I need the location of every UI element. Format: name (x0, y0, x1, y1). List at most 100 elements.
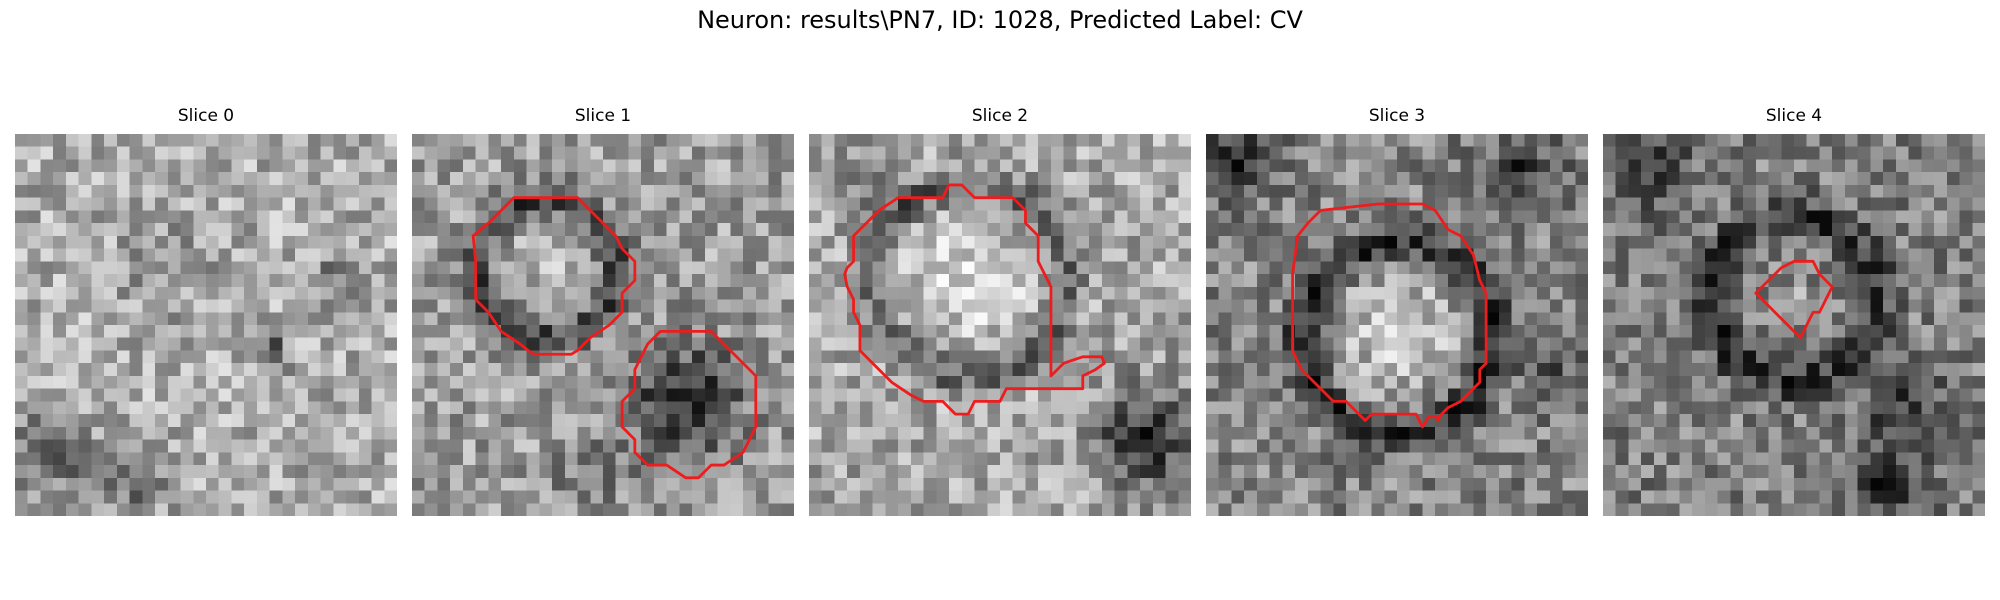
pixel (615, 146, 629, 160)
pixel (1615, 286, 1629, 300)
pixel (475, 261, 489, 275)
pixel (1307, 134, 1321, 147)
pixel (475, 350, 489, 364)
pixel (974, 503, 988, 516)
pixel (1025, 439, 1039, 453)
pixel (91, 325, 105, 338)
pixel (539, 184, 553, 198)
pixel (1730, 401, 1744, 415)
pixel (564, 223, 578, 237)
pixel (859, 477, 873, 491)
pixel (1562, 503, 1576, 516)
pixel (949, 274, 963, 288)
pixel (129, 375, 143, 389)
pixel (424, 235, 438, 249)
pixel (768, 363, 782, 377)
pixel (1409, 210, 1423, 224)
pixel (15, 439, 28, 453)
pixel (462, 325, 476, 338)
pixel (53, 146, 67, 160)
pixel (564, 197, 578, 211)
pixel (295, 388, 309, 402)
pixel (1218, 452, 1232, 466)
pixel (129, 490, 143, 504)
pixel (526, 248, 540, 262)
pixel (1704, 439, 1718, 453)
pixel (1908, 465, 1922, 479)
pixel (1730, 261, 1744, 275)
pixel (15, 350, 28, 364)
pixel (1244, 350, 1258, 364)
pixel (91, 426, 105, 440)
pixel (1152, 197, 1166, 211)
pixel (653, 223, 667, 237)
pixel (244, 235, 258, 249)
pixel (1025, 388, 1039, 402)
pixel (872, 286, 886, 300)
pixel (1320, 248, 1334, 262)
pixel (1641, 159, 1655, 173)
pixel (501, 210, 515, 224)
pixel (295, 363, 309, 377)
pixel (1371, 477, 1385, 491)
pixel (1218, 337, 1232, 351)
pixel (15, 414, 28, 428)
pixel (539, 477, 553, 491)
pixel (949, 184, 963, 198)
pixel (1244, 146, 1258, 160)
pixel (1692, 146, 1706, 160)
pixel (1384, 210, 1398, 224)
pixel (206, 197, 219, 211)
pixel (1717, 325, 1731, 338)
pixel (155, 210, 169, 224)
pixel (1743, 363, 1757, 377)
pixel (834, 388, 848, 402)
pixel (501, 350, 515, 364)
pixel (346, 477, 360, 491)
pixel (1295, 146, 1309, 160)
pixel (898, 490, 912, 504)
pixel (1934, 477, 1948, 491)
pixel (424, 439, 438, 453)
pixel (974, 134, 988, 147)
pixel (1972, 235, 1985, 249)
pixel (1615, 439, 1629, 453)
pixel (1320, 325, 1334, 338)
pixel (1063, 210, 1077, 224)
pixel (1704, 286, 1718, 300)
pixel (1934, 325, 1948, 338)
pixel (1127, 312, 1141, 326)
pixel (1152, 477, 1166, 491)
pixel (809, 426, 822, 440)
pixel (603, 286, 616, 300)
pixel (424, 388, 438, 402)
pixel (1921, 375, 1935, 389)
pixel (743, 223, 757, 237)
pixel (768, 375, 782, 389)
pixel (872, 325, 886, 338)
pixel (358, 452, 372, 466)
pixel (1908, 261, 1922, 275)
pixel (603, 172, 616, 186)
pixel (1870, 439, 1884, 453)
pixel (412, 325, 425, 338)
pixel (1218, 477, 1232, 491)
pixel (1755, 388, 1769, 402)
pixel (78, 337, 92, 351)
pixel (1794, 146, 1807, 160)
pixel (307, 452, 321, 466)
pixel (1089, 261, 1103, 275)
pixel (1832, 490, 1846, 504)
pixel (27, 426, 41, 440)
pixel (1218, 363, 1232, 377)
pixel (206, 439, 219, 453)
pixel (603, 490, 616, 504)
pixel (1165, 477, 1179, 491)
pixel (1256, 197, 1270, 211)
pixel (872, 350, 886, 364)
pixel (936, 337, 950, 351)
pixel (974, 325, 988, 338)
pixel (809, 388, 822, 402)
pixel (1422, 452, 1436, 466)
pixel (1946, 426, 1960, 440)
